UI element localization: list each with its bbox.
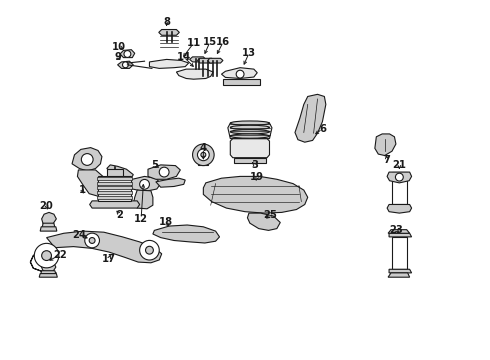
Polygon shape <box>159 30 179 35</box>
Ellipse shape <box>230 130 270 134</box>
Polygon shape <box>375 134 396 156</box>
Polygon shape <box>42 212 56 226</box>
Circle shape <box>159 167 169 177</box>
Text: 12: 12 <box>134 214 148 224</box>
Text: 2: 2 <box>117 210 123 220</box>
Polygon shape <box>41 271 56 274</box>
Text: 16: 16 <box>216 37 230 48</box>
FancyBboxPatch shape <box>392 172 407 204</box>
Polygon shape <box>156 178 185 187</box>
Text: 23: 23 <box>389 225 403 235</box>
Ellipse shape <box>230 125 270 130</box>
Polygon shape <box>107 169 122 176</box>
Circle shape <box>124 50 131 58</box>
Text: 13: 13 <box>242 48 256 58</box>
Polygon shape <box>120 50 135 58</box>
FancyBboxPatch shape <box>392 237 407 269</box>
Circle shape <box>42 251 51 261</box>
Text: 11: 11 <box>186 38 201 48</box>
Text: 4: 4 <box>200 143 207 153</box>
Text: 20: 20 <box>40 201 53 211</box>
Polygon shape <box>39 274 57 277</box>
Text: 7: 7 <box>384 155 391 165</box>
Polygon shape <box>72 148 102 171</box>
Polygon shape <box>40 227 57 231</box>
Polygon shape <box>247 213 280 230</box>
Polygon shape <box>30 231 162 273</box>
Polygon shape <box>98 176 131 201</box>
Ellipse shape <box>230 134 270 138</box>
Text: 5: 5 <box>151 160 158 170</box>
Polygon shape <box>127 176 161 192</box>
Polygon shape <box>228 123 272 139</box>
Text: 19: 19 <box>250 172 264 182</box>
Circle shape <box>85 233 99 248</box>
Polygon shape <box>388 230 410 233</box>
Polygon shape <box>153 225 220 243</box>
Text: 3: 3 <box>251 160 258 170</box>
Polygon shape <box>197 58 214 63</box>
Polygon shape <box>97 182 132 185</box>
Polygon shape <box>295 94 326 142</box>
Text: 22: 22 <box>53 250 67 260</box>
Text: 14: 14 <box>176 52 191 62</box>
Polygon shape <box>176 69 213 79</box>
Polygon shape <box>387 204 412 213</box>
Text: 1: 1 <box>79 185 86 195</box>
Polygon shape <box>97 196 132 199</box>
Polygon shape <box>42 223 55 228</box>
Circle shape <box>122 62 128 68</box>
Text: 25: 25 <box>264 210 277 220</box>
Polygon shape <box>97 191 132 194</box>
Polygon shape <box>148 165 180 179</box>
Text: 24: 24 <box>73 230 86 240</box>
Circle shape <box>140 240 159 260</box>
Polygon shape <box>223 79 260 85</box>
Circle shape <box>201 152 206 157</box>
Circle shape <box>81 154 93 165</box>
Polygon shape <box>230 139 270 158</box>
Text: 9: 9 <box>114 52 121 62</box>
Circle shape <box>395 173 403 181</box>
Circle shape <box>236 70 244 78</box>
Text: 15: 15 <box>203 37 217 48</box>
Polygon shape <box>118 61 133 68</box>
Text: 17: 17 <box>102 254 116 264</box>
Polygon shape <box>387 172 412 183</box>
Polygon shape <box>97 177 132 180</box>
Polygon shape <box>388 273 410 277</box>
Polygon shape <box>389 233 412 237</box>
Polygon shape <box>133 190 153 209</box>
Polygon shape <box>203 176 308 213</box>
Ellipse shape <box>230 121 270 125</box>
Polygon shape <box>97 186 132 189</box>
Polygon shape <box>107 165 133 181</box>
Text: 10: 10 <box>112 42 126 52</box>
Polygon shape <box>41 261 56 273</box>
Polygon shape <box>198 162 208 165</box>
Circle shape <box>146 246 153 254</box>
Polygon shape <box>234 158 266 163</box>
Circle shape <box>193 144 214 166</box>
Circle shape <box>197 149 209 161</box>
Polygon shape <box>149 59 189 68</box>
Polygon shape <box>221 68 257 78</box>
Circle shape <box>34 243 59 268</box>
Polygon shape <box>208 58 223 63</box>
Text: 8: 8 <box>163 17 170 27</box>
Text: 18: 18 <box>159 217 172 228</box>
Polygon shape <box>77 170 108 196</box>
Polygon shape <box>190 57 206 62</box>
Circle shape <box>89 238 95 243</box>
Text: 6: 6 <box>319 124 326 134</box>
Circle shape <box>140 179 149 189</box>
Polygon shape <box>90 201 140 208</box>
Text: 21: 21 <box>392 160 406 170</box>
Polygon shape <box>389 269 412 273</box>
